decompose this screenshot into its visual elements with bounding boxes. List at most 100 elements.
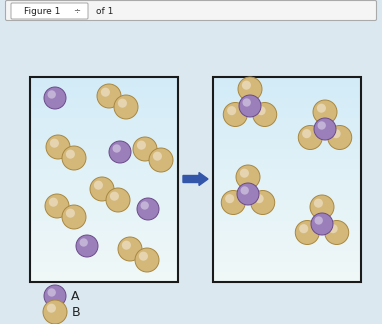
Circle shape (137, 141, 146, 150)
Bar (30, 210, 178, 221)
Circle shape (62, 146, 86, 170)
Bar (213, 231, 361, 241)
Bar (213, 221, 361, 231)
Bar (213, 200, 361, 210)
Circle shape (329, 224, 338, 233)
Text: Figure 1: Figure 1 (24, 6, 60, 16)
Circle shape (295, 221, 319, 245)
Circle shape (254, 194, 264, 203)
Bar (30, 77, 178, 87)
Circle shape (101, 87, 110, 97)
Circle shape (227, 106, 236, 115)
Circle shape (76, 235, 98, 257)
Circle shape (223, 102, 247, 126)
FancyArrow shape (183, 172, 208, 186)
Circle shape (225, 194, 234, 203)
Circle shape (238, 77, 262, 101)
Text: of 1: of 1 (96, 6, 113, 16)
Bar (30, 98, 178, 108)
Text: A: A (71, 290, 79, 303)
Circle shape (317, 104, 326, 113)
Circle shape (314, 199, 323, 208)
Circle shape (46, 135, 70, 159)
FancyBboxPatch shape (11, 3, 88, 19)
Circle shape (153, 152, 162, 161)
Circle shape (141, 201, 149, 210)
Bar (213, 251, 361, 261)
Circle shape (314, 118, 336, 140)
Bar (30, 221, 178, 231)
Circle shape (302, 129, 311, 138)
Bar (213, 169, 361, 179)
Bar (30, 138, 178, 149)
Bar (213, 87, 361, 98)
Circle shape (298, 125, 322, 149)
Bar (213, 190, 361, 200)
Circle shape (310, 195, 334, 219)
Bar (30, 77, 178, 282)
Bar (30, 190, 178, 200)
Bar (30, 200, 178, 210)
Circle shape (149, 148, 173, 172)
Bar (213, 149, 361, 159)
Bar (213, 179, 361, 190)
Bar (30, 231, 178, 241)
Bar (30, 128, 178, 138)
Circle shape (113, 144, 121, 153)
Circle shape (240, 168, 249, 178)
Circle shape (106, 188, 130, 212)
Bar (30, 261, 178, 272)
Circle shape (221, 191, 245, 214)
Circle shape (47, 288, 56, 297)
Bar (213, 98, 361, 108)
Circle shape (90, 177, 114, 201)
Circle shape (253, 102, 277, 126)
Bar (30, 149, 178, 159)
Bar (213, 128, 361, 138)
Bar (213, 77, 361, 282)
Bar (30, 272, 178, 282)
Bar (30, 108, 178, 118)
Circle shape (243, 98, 251, 107)
Circle shape (79, 238, 88, 247)
Bar (213, 108, 361, 118)
Circle shape (97, 84, 121, 108)
Circle shape (242, 81, 251, 90)
Circle shape (257, 106, 266, 115)
Text: B: B (72, 306, 81, 318)
Bar (213, 159, 361, 169)
Bar (213, 261, 361, 272)
Circle shape (66, 150, 75, 159)
Circle shape (239, 95, 261, 117)
Text: ÷: ÷ (73, 6, 81, 16)
Bar (30, 169, 178, 179)
Circle shape (251, 191, 275, 214)
Bar (30, 118, 178, 128)
Circle shape (328, 125, 352, 149)
Circle shape (241, 186, 249, 195)
Circle shape (109, 141, 131, 163)
Circle shape (122, 241, 131, 250)
Bar (30, 241, 178, 251)
Bar (213, 210, 361, 221)
FancyBboxPatch shape (5, 1, 377, 20)
Bar (213, 77, 361, 87)
Bar (213, 138, 361, 149)
Circle shape (317, 121, 326, 130)
Circle shape (44, 87, 66, 109)
Circle shape (237, 183, 259, 205)
Circle shape (236, 165, 260, 189)
Circle shape (44, 285, 66, 307)
Circle shape (325, 221, 349, 245)
Circle shape (50, 139, 59, 148)
Circle shape (66, 209, 75, 218)
Bar (213, 241, 361, 251)
Circle shape (332, 129, 341, 138)
Bar (213, 118, 361, 128)
Circle shape (311, 213, 333, 235)
Circle shape (47, 304, 56, 313)
Circle shape (94, 180, 103, 190)
Circle shape (62, 205, 86, 229)
Circle shape (43, 300, 67, 324)
Circle shape (110, 191, 119, 201)
